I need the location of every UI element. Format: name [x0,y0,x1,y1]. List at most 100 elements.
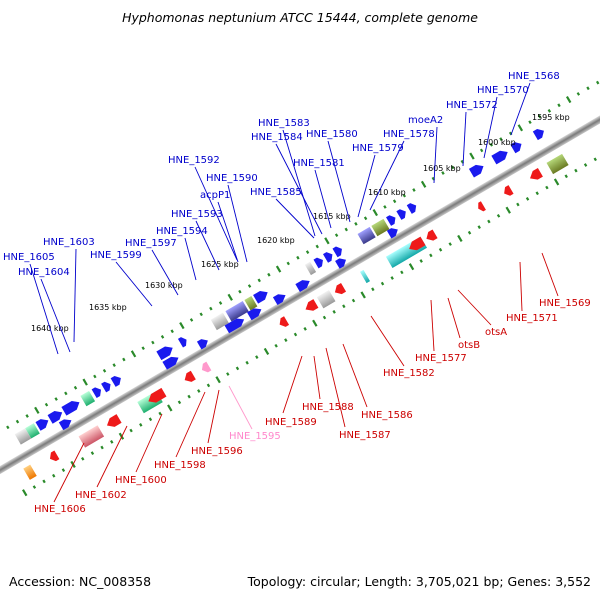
kbp-labels: 1595 kbp 1600 kbp 1605 kbp 1610 kbp 1615… [31,113,570,333]
forward-gene [162,356,179,370]
reverse-gene [504,185,514,196]
label-leader [483,96,498,159]
reverse-tick [100,445,104,450]
reverse-tick [438,247,443,252]
gene-label: HNE_1603 [43,237,95,248]
label-leader [151,249,179,296]
label-leader [228,385,253,430]
reverse-tick [215,376,221,384]
gene-label: HNE_1585 [250,187,302,198]
forward-tick [363,216,368,221]
reverse-gene [426,229,438,241]
reverse-tick [505,206,511,214]
label-leader [342,343,368,408]
forward-gene [58,419,72,431]
label-leader [447,297,461,339]
gene-label: HNE_1586 [361,410,413,421]
forward-tick [392,199,397,204]
gene-label: otsB [458,340,480,351]
gene-label: HNE_1587 [339,430,391,441]
reverse-tick [52,473,56,478]
label-leader [275,143,323,235]
forward-gene [396,209,406,220]
reverse-tick [457,234,463,243]
forward-gene [313,257,323,269]
gene-label: HNE_1605 [3,252,55,263]
reverse-tick [32,485,37,489]
reverse-tick [312,319,318,327]
reverse-tick [139,423,143,427]
forward-gene [253,290,268,304]
forward-tick [122,357,126,362]
reverse-gene [360,269,371,284]
reverse-tick [342,304,346,309]
forward-tick [595,80,600,85]
gene-label: HNE_1604 [18,267,70,278]
reverse-tick [448,242,452,246]
accession-text: Accession: NC_008358 [9,574,151,589]
reverse-gene [106,414,122,427]
label-leader [313,355,321,400]
forward-tick [517,124,524,132]
gene-label: HNE_1590 [206,173,258,184]
forward-tick [344,227,348,232]
reverse-tick [274,343,278,348]
gene-label: HNE_1581 [293,158,345,169]
genome-backbone [0,40,600,552]
forward-tick [6,425,10,430]
label-leader [369,140,405,211]
reverse-tick [303,326,307,331]
reverse-tick [574,168,578,173]
forward-tick [93,374,97,379]
gene-label: HNE_1589 [265,417,317,428]
label-leader [40,278,71,353]
gene-label: acpP1 [200,190,230,201]
forward-gene [25,423,40,439]
forward-tick [469,152,475,160]
forward-tick [112,363,116,367]
genome-track [0,40,600,552]
forward-tick [257,278,261,283]
forward-tick [412,188,416,192]
label-leader [430,299,435,352]
forward-tick [420,180,427,188]
gene-label: HNE_1577 [415,353,467,364]
gene-label: HNE_1569 [539,298,591,309]
label-leader [184,237,197,281]
forward-gene [225,301,249,322]
reverse-tick [564,174,568,179]
reverse-tick [177,400,182,405]
label-leader [275,198,315,239]
gene-label: HNE_1593 [171,209,223,220]
forward-tick [179,322,185,330]
kbp-label: 1595 kbp [532,113,570,122]
forward-tick [354,222,358,226]
forward-tick [189,318,194,322]
forward-tick [170,329,174,334]
forward-gene [47,411,63,424]
reverse-tick [371,287,375,292]
gene-label: HNE_1582 [383,368,435,379]
reverse-tick [293,332,298,337]
reverse-tick [226,372,230,376]
forward-tick [199,312,203,317]
reverse-gene [201,361,212,373]
label-leader [53,442,85,503]
forward-gene [371,218,390,237]
label-leader [282,355,303,414]
reverse-tick [380,281,385,286]
label-leader [282,129,316,237]
reverse-gene [316,290,336,309]
label-leader [370,315,405,367]
forward-tick [547,109,552,113]
forward-tick [334,233,339,238]
forward-tick [383,205,387,209]
reverse-tick [255,355,259,359]
gene-label: HNE_1583 [258,118,310,129]
gene-label: HNE_1592 [168,155,220,166]
forward-gene [14,428,32,445]
reverse-genes [23,153,569,480]
forward-gene [386,228,398,239]
forward-gene [61,400,80,416]
label-leader-lines [29,82,559,503]
